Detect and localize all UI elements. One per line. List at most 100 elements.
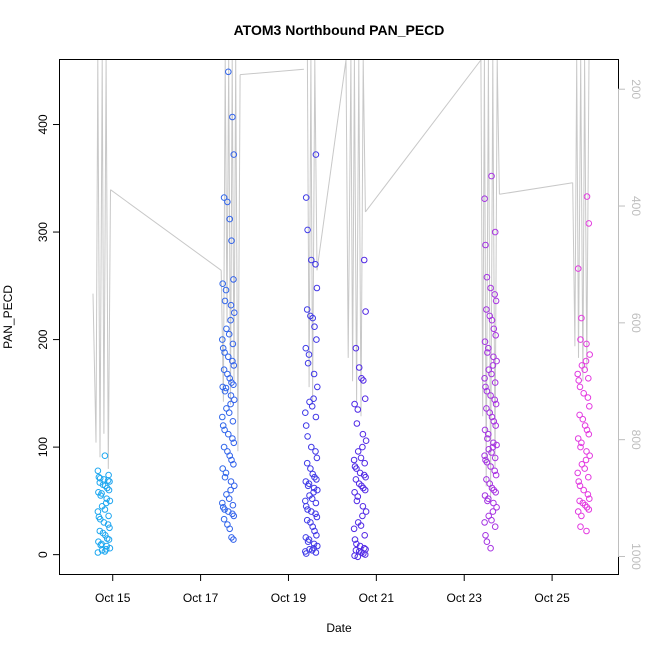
data-point — [100, 519, 108, 526]
data-point — [351, 489, 358, 496]
y2-tick-label: 1000 — [629, 543, 643, 570]
data-point — [105, 512, 112, 520]
data-point — [309, 470, 317, 478]
axes-layer: Oct 15 Oct 17 Oct 19 Oct 21 Oct 23 Oct 25 0 100… — [36, 79, 643, 605]
y2-tick-label: 600 — [629, 313, 643, 333]
data-point — [229, 357, 236, 365]
data-point — [578, 314, 585, 322]
data-point — [228, 379, 235, 386]
data-point — [302, 534, 310, 541]
data-point — [230, 151, 238, 158]
x-tick-label: Oct 21 — [359, 591, 395, 605]
data-point — [219, 280, 226, 288]
data-point — [352, 344, 360, 352]
data-point — [312, 413, 320, 421]
data-point — [491, 291, 499, 298]
data-point — [229, 113, 236, 121]
data-point — [574, 508, 582, 515]
data-point — [574, 370, 582, 378]
data-point — [227, 478, 235, 485]
pressure-line-segment — [92, 60, 111, 469]
data-point — [354, 519, 362, 526]
data-point — [493, 504, 500, 511]
data-point — [302, 422, 310, 429]
data-point — [230, 381, 237, 389]
data-point — [308, 508, 315, 515]
data-point — [102, 499, 110, 507]
data-point — [578, 362, 586, 369]
data-point — [582, 456, 590, 464]
data-point — [487, 392, 494, 399]
data-point — [231, 396, 238, 404]
data-point — [484, 349, 491, 356]
data-point — [230, 276, 237, 283]
data-point — [225, 68, 232, 76]
data-point — [481, 426, 489, 434]
data-point — [228, 237, 235, 244]
data-point — [226, 215, 233, 223]
data-point — [577, 336, 584, 343]
data-point — [98, 490, 105, 497]
data-point — [313, 532, 320, 539]
x-tick-label: Oct 23 — [447, 591, 483, 605]
data-point — [96, 475, 104, 482]
data-point — [103, 535, 111, 542]
data-point — [580, 486, 588, 494]
data-point — [308, 443, 315, 451]
data-point — [490, 353, 497, 361]
data-point — [577, 443, 584, 451]
data-point — [584, 491, 592, 498]
data-point — [481, 375, 488, 382]
data-point — [219, 344, 227, 352]
data-point — [313, 284, 321, 292]
data-point — [221, 349, 228, 356]
data-point — [219, 336, 226, 343]
pressure-line-segment — [306, 60, 318, 405]
data-point — [353, 540, 360, 548]
y-axis-label: PAN_PECD — [1, 285, 15, 349]
data-point — [306, 398, 313, 406]
data-point — [227, 316, 234, 324]
data-point — [229, 501, 237, 509]
data-point — [313, 336, 320, 343]
data-point — [574, 435, 582, 442]
data-point — [361, 532, 369, 539]
data-point — [486, 312, 494, 320]
data-point — [106, 524, 113, 532]
data-point — [359, 512, 366, 520]
data-point — [313, 513, 321, 521]
data-point — [361, 459, 369, 467]
data-point — [481, 338, 489, 346]
data-point — [225, 508, 232, 515]
data-point — [302, 409, 309, 417]
data-point — [302, 497, 309, 505]
data-point — [483, 273, 491, 281]
x-tick-label: Oct 25 — [534, 591, 570, 605]
data-point — [483, 405, 490, 412]
data-point — [311, 527, 318, 535]
data-point — [581, 422, 589, 429]
data-point — [96, 527, 104, 535]
data-point — [491, 454, 499, 462]
data-point — [576, 482, 584, 490]
pressure-line-segment — [345, 60, 366, 417]
y2-tick-label: 200 — [629, 79, 643, 99]
data-point — [359, 503, 367, 510]
data-point — [576, 383, 584, 391]
data-point — [487, 284, 494, 292]
pressure-line-connector — [110, 189, 222, 271]
data-point — [351, 400, 358, 408]
data-point — [491, 523, 499, 531]
data-point — [583, 193, 591, 200]
data-point — [575, 478, 583, 485]
data-point — [106, 478, 113, 485]
data-point — [491, 228, 499, 236]
x-axis-label: Date — [326, 621, 352, 635]
data-point — [354, 406, 362, 413]
data-point — [492, 471, 500, 479]
data-point — [491, 467, 499, 475]
data-point — [227, 486, 234, 494]
data-point — [311, 323, 318, 331]
data-point — [311, 473, 318, 481]
